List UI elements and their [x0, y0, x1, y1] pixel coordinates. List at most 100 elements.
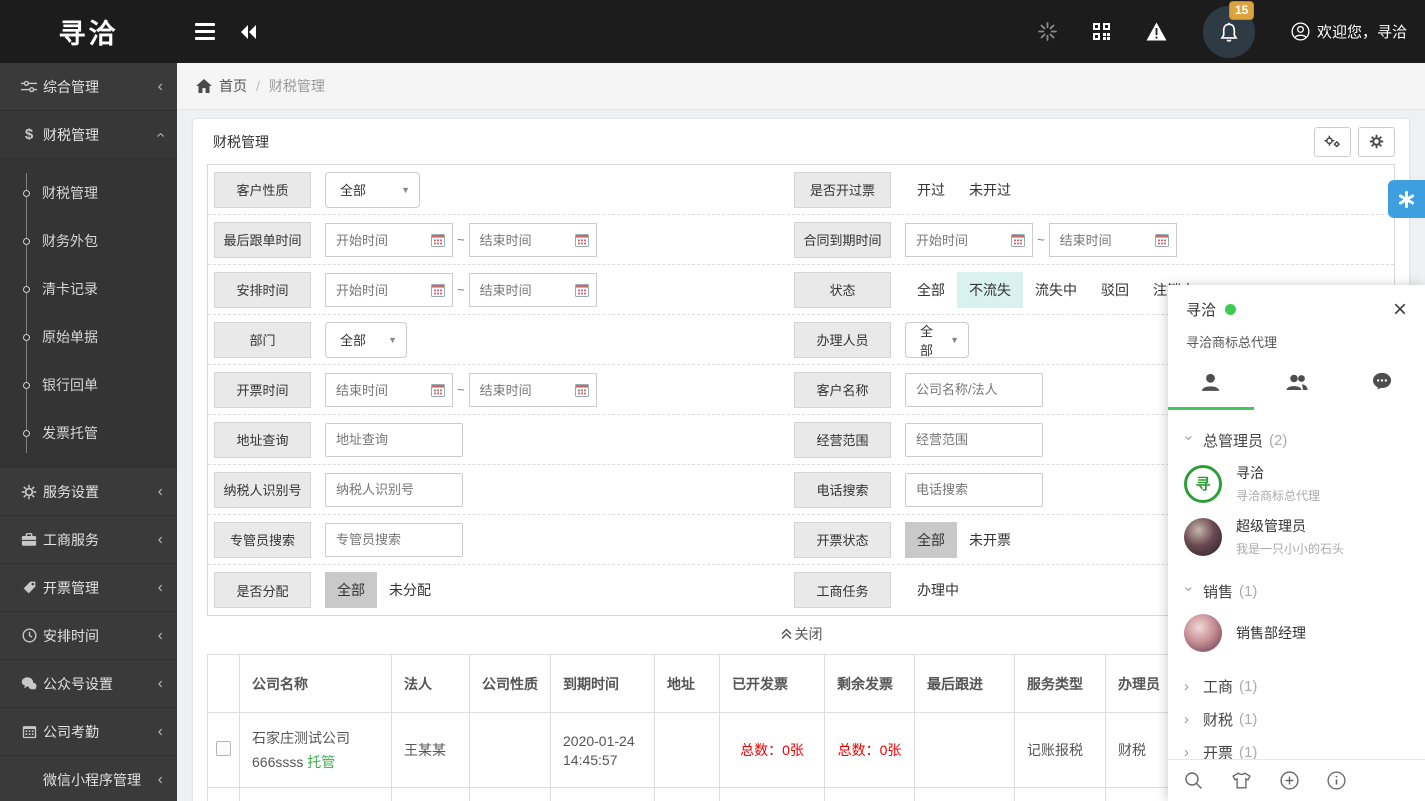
custody-tag: 托管	[307, 754, 336, 770]
option-invoice-status-none[interactable]: 未开票	[969, 531, 1011, 548]
cogs-button[interactable]	[1314, 126, 1351, 157]
filter-label-invoice-status: 开票状态	[794, 521, 891, 558]
sidebar-subitem-card-clearing[interactable]: 清卡记录	[0, 265, 177, 313]
spinner-icon[interactable]	[1038, 22, 1057, 41]
option-status-all[interactable]: 全部	[917, 281, 945, 298]
bell-icon[interactable]: 15	[1202, 0, 1255, 58]
option-assigned-no[interactable]: 未分配	[389, 582, 431, 598]
company-nature	[469, 712, 551, 788]
department-select[interactable]: 全部	[325, 321, 407, 358]
sidebar-item-miniprogram[interactable]: 微信小程序管理	[0, 756, 177, 801]
calendar-small-icon	[431, 283, 445, 297]
rewind-icon[interactable]	[239, 24, 257, 39]
dollar-icon: $	[24, 126, 34, 143]
option-assigned-all[interactable]: 全部	[325, 572, 377, 608]
user-welcome[interactable]: 欢迎您，寻洽	[1291, 21, 1407, 42]
sidebar-item-attendance[interactable]: 公司考勤	[0, 708, 177, 756]
filter-label-department: 部门	[214, 321, 311, 358]
sidebar-item-finance-tax[interactable]: $ 财税管理	[0, 111, 177, 159]
sidebar-subitem-original-documents[interactable]: 原始单据	[0, 313, 177, 361]
sidebar-subitem-finance-outsourcing[interactable]: 财务外包	[0, 217, 177, 265]
handler-staff-select[interactable]: 全部	[905, 321, 969, 358]
calendar-small-icon	[574, 283, 589, 297]
sidebar-item-invoicing[interactable]: 开票管理	[0, 564, 177, 612]
quick-settings-button[interactable]	[1388, 180, 1425, 218]
header-legal-person: 法人	[391, 654, 470, 713]
sidebar-subitem-finance-tax[interactable]: 财税管理	[0, 169, 177, 217]
chat-member-sales-manager[interactable]: 销售部经理	[1168, 608, 1425, 658]
last-follow-end-date[interactable]: 结束时间	[468, 222, 597, 257]
option-status-losing[interactable]: 流失中	[1035, 281, 1077, 298]
header-last-follow: 最后跟进	[914, 654, 1015, 713]
chevron-left-icon	[158, 676, 163, 692]
user-icon	[1291, 22, 1310, 41]
sidebar-item-service-settings[interactable]: 服务设置	[0, 468, 177, 516]
supervisor-search-input[interactable]	[325, 522, 463, 557]
qr-code-icon[interactable]	[1092, 23, 1110, 40]
header-company: 公司名称	[239, 654, 392, 713]
chevron-down-icon	[1181, 436, 1198, 446]
chat-member-superadmin[interactable]: 超级管理员 我是一只小小的石头	[1168, 510, 1425, 563]
customer-nature-select[interactable]: 全部	[325, 171, 420, 208]
tab-groups[interactable]	[1254, 364, 1340, 410]
option-invoice-status-all[interactable]: 全部	[905, 521, 957, 558]
chat-tabs	[1168, 364, 1425, 410]
info-circle-icon[interactable]	[1327, 771, 1346, 790]
arrange-end-date[interactable]: 结束时间	[468, 272, 597, 307]
chat-member-xunqia[interactable]: 寻 寻洽 寻洽商标总代理	[1168, 457, 1425, 510]
filter-label-business-scope: 经营范围	[794, 421, 891, 458]
invoice-start-date[interactable]: 结束时间	[325, 372, 453, 407]
chat-group-invoicing[interactable]: 开票 (1)	[1168, 736, 1425, 759]
business-scope-input[interactable]	[905, 422, 1043, 457]
chat-group-business[interactable]: 工商 (1)	[1168, 670, 1425, 703]
last-follow-start-date[interactable]: 开始时间	[325, 222, 453, 257]
sidebar-item-business-services[interactable]: 工商服务	[0, 516, 177, 564]
avatar	[1184, 614, 1222, 652]
tshirt-icon[interactable]	[1231, 772, 1252, 789]
chevron-left-icon	[158, 724, 163, 740]
phone-search-input[interactable]	[905, 472, 1043, 507]
row-checkbox[interactable]	[216, 741, 231, 756]
collapse-filters-link[interactable]: 关闭	[780, 624, 823, 644]
customer-name-input[interactable]	[905, 372, 1043, 407]
page-title: 财税管理	[213, 133, 269, 150]
search-icon[interactable]	[1184, 771, 1203, 790]
chat-group-admins[interactable]: 总管理员 (2)	[1168, 424, 1425, 457]
sidebar-subitem-invoice-custody[interactable]: 发票托管	[0, 409, 177, 457]
breadcrumb-home[interactable]: 首页	[219, 78, 247, 94]
tab-contacts[interactable]	[1168, 364, 1254, 410]
menu-icon[interactable]	[195, 23, 215, 40]
option-invoiced-yes[interactable]: 开过	[917, 181, 945, 198]
calendar-small-icon	[431, 383, 445, 397]
address-search-input[interactable]	[325, 422, 463, 457]
plus-circle-icon[interactable]	[1280, 771, 1299, 790]
filter-label-status: 状态	[794, 271, 891, 308]
legal-person: 王某某	[391, 712, 470, 788]
warning-icon[interactable]	[1146, 22, 1167, 41]
taxpayer-id-input[interactable]	[325, 472, 463, 507]
arrange-start-date[interactable]: 开始时间	[325, 272, 453, 307]
contract-expire-start-date[interactable]: 开始时间	[905, 222, 1033, 257]
sidebar-item-general[interactable]: 综合管理	[0, 63, 177, 111]
option-business-task-processing[interactable]: 办理中	[917, 582, 959, 598]
sidebar-item-schedule[interactable]: 安排时间	[0, 612, 177, 660]
ticket-icon	[21, 580, 37, 595]
sidebar-item-official-account[interactable]: 公众号设置	[0, 660, 177, 708]
app-logo: 寻洽	[58, 19, 119, 49]
close-icon[interactable]	[1393, 301, 1407, 319]
option-status-rejected[interactable]: 驳回	[1101, 281, 1129, 298]
sidebar-subitem-bank-receipts[interactable]: 银行回单	[0, 361, 177, 409]
chat-panel: 寻洽 寻洽商标总代理 总管理员 (2) 寻 寻洽 寻洽商标总代理	[1168, 285, 1425, 801]
contract-expire-end-date[interactable]: 结束时间	[1048, 222, 1177, 257]
chat-group-sales[interactable]: 销售 (1)	[1168, 575, 1425, 608]
calendar-small-icon	[431, 233, 445, 247]
filter-label-phone-search: 电话搜索	[794, 471, 891, 508]
chat-group-finance[interactable]: 财税 (1)	[1168, 703, 1425, 736]
header-invoiced: 已开发票	[719, 654, 825, 713]
clock-icon	[21, 628, 37, 643]
invoice-end-date[interactable]: 结束时间	[468, 372, 597, 407]
option-invoiced-no[interactable]: 未开过	[969, 181, 1011, 198]
gear-button[interactable]	[1358, 126, 1395, 157]
tab-messages[interactable]	[1339, 364, 1425, 410]
option-status-not-lost[interactable]: 不流失	[957, 271, 1023, 308]
